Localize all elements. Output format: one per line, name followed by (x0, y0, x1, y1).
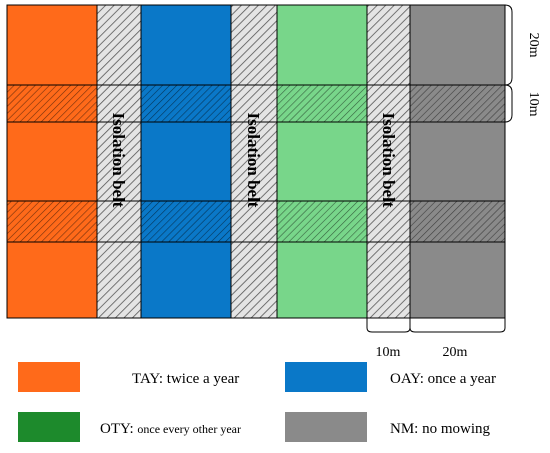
legend-swatch (18, 362, 80, 392)
legend-label: OAY: once a year (390, 371, 496, 387)
belt-label: Isolation belt (109, 113, 128, 208)
dimension-label: 20m (443, 345, 468, 360)
plot-oay (141, 5, 231, 318)
dimension-label: 20m (526, 33, 541, 58)
legend-label: OTY: once every other year (100, 421, 241, 437)
isolation-belt (97, 5, 141, 318)
dimension-label: 10m (526, 92, 541, 117)
isolation-belt (231, 5, 277, 318)
buffer (410, 201, 505, 242)
buffer (7, 201, 97, 242)
belt-label: Isolation belt (244, 113, 263, 208)
field: Isolation belt Isolation belt Isolation … (6, 4, 506, 319)
plot-tay (7, 5, 97, 318)
legend-swatch (285, 362, 367, 392)
outlines (6, 4, 506, 319)
buffer (141, 85, 231, 122)
buffer (277, 85, 367, 122)
buffer (277, 201, 367, 242)
buffer (410, 85, 505, 122)
belt-label: Isolation belt (379, 113, 398, 208)
buffer (7, 85, 97, 122)
dimension-brackets (366, 4, 513, 333)
plot-nm (410, 5, 505, 318)
dimension-label: 10m (376, 345, 401, 360)
legend-label: NM: no mowing (390, 421, 491, 437)
legend-swatch (18, 412, 80, 442)
legend-swatch (285, 412, 367, 442)
legend: TAY: twice a year OAY: once a year OTY: … (18, 362, 496, 442)
isolation-belt (367, 5, 410, 318)
legend-label: TAY: twice a year (132, 371, 239, 387)
plot-oty (277, 5, 367, 318)
buffer (141, 201, 231, 242)
buffer-bands (7, 85, 505, 242)
